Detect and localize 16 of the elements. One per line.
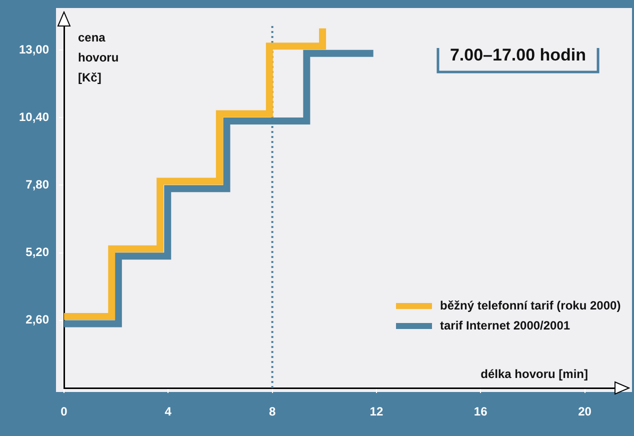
y-tick-label: 10,40 xyxy=(18,110,50,124)
y-tick-label: 5,20 xyxy=(26,245,50,260)
legend-label: tarif Internet 2000/2001 xyxy=(440,318,570,332)
x-tick-label: 0 xyxy=(60,404,68,419)
text: 7.00–17.00 hodin xyxy=(450,46,586,65)
x-tick-label: 8 xyxy=(268,404,276,419)
x-tick-label: 12 xyxy=(370,404,384,419)
y-tick-label: 13,00 xyxy=(18,42,50,56)
y-axis-title: cena hovoru [Kč] xyxy=(78,30,119,84)
x-tick-label: 16 xyxy=(474,404,488,419)
x-axis-title: délka hovoru [min] xyxy=(480,367,588,381)
legend-label: běžný telefonní tarif (roku 2000) xyxy=(440,298,621,312)
y-tick-label: 7,80 xyxy=(26,178,50,192)
y-tick-label: 2,60 xyxy=(26,312,50,327)
x-tick-label: 4 xyxy=(164,404,172,419)
x-tick-label: 20 xyxy=(578,404,592,419)
